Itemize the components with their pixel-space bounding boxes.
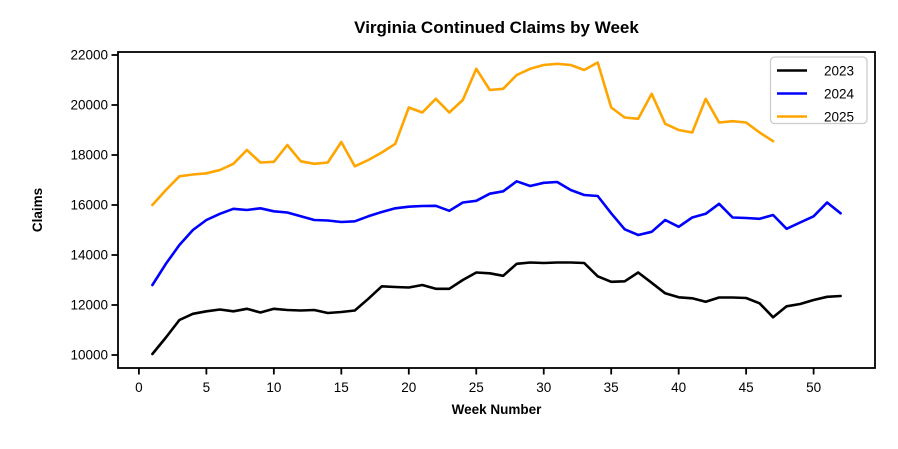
x-tick-label: 5 bbox=[203, 380, 211, 395]
y-tick-label: 14000 bbox=[70, 248, 108, 263]
x-tick-label: 0 bbox=[135, 380, 143, 395]
axis-ticks: 10000 12000 14000 16000 18000 20000 22000 0 5 10 1… bbox=[70, 48, 821, 396]
x-tick-label: 15 bbox=[334, 380, 349, 395]
x-tick-label: 50 bbox=[806, 380, 821, 395]
x-tick-label: 35 bbox=[604, 380, 619, 395]
legend-box bbox=[769, 56, 868, 125]
legend-label-2023: 2023 bbox=[824, 64, 854, 79]
y-tick-label: 16000 bbox=[70, 198, 108, 213]
plot-area bbox=[117, 51, 876, 369]
x-tick-label: 40 bbox=[671, 380, 686, 395]
x-axis-label: Week Number bbox=[452, 402, 543, 417]
legend-label-2024: 2024 bbox=[824, 87, 855, 102]
chart-title: Virginia Continued Claims by Week bbox=[354, 18, 639, 37]
x-tick-label: 25 bbox=[469, 380, 484, 395]
y-tick-label: 22000 bbox=[70, 48, 108, 63]
x-tick-label: 20 bbox=[401, 380, 416, 395]
series-line-2025 bbox=[151, 61, 775, 207]
y-tick-label: 12000 bbox=[70, 298, 108, 313]
series-line-2023 bbox=[151, 261, 842, 356]
y-tick-label: 10000 bbox=[70, 348, 108, 363]
x-tick-label: 45 bbox=[739, 380, 754, 395]
x-tick-label: 30 bbox=[536, 380, 551, 395]
legend: 2023 2024 2025 bbox=[769, 56, 868, 125]
y-tick-label: 20000 bbox=[70, 98, 108, 113]
series-lines bbox=[151, 61, 842, 356]
y-tick-label: 18000 bbox=[70, 148, 108, 163]
series-line-2024 bbox=[151, 180, 842, 287]
y-axis-label: Claims bbox=[30, 188, 45, 232]
legend-label-2025: 2025 bbox=[824, 110, 854, 125]
x-tick-label: 10 bbox=[266, 380, 281, 395]
